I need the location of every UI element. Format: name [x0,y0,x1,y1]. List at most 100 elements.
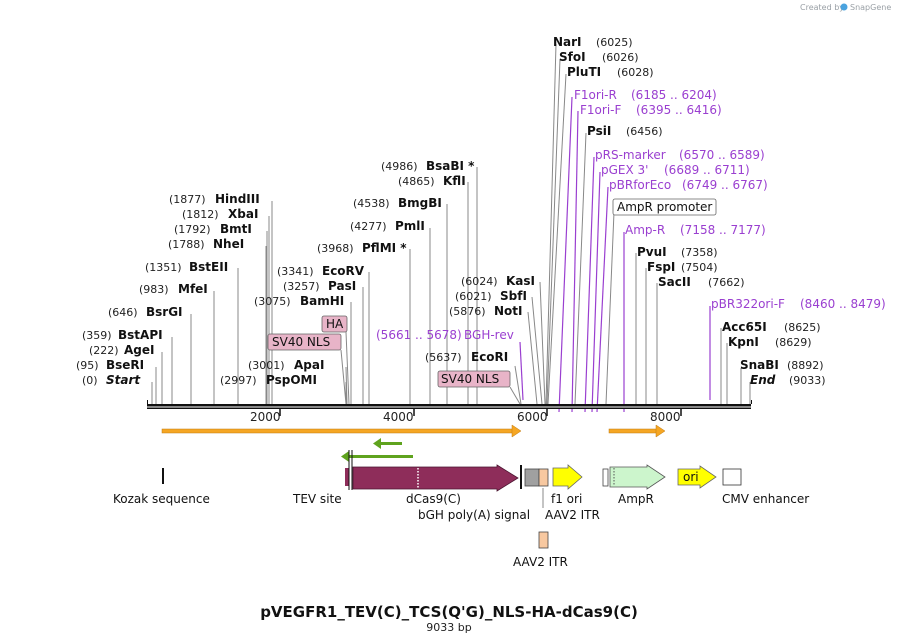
site-name: BsaBI * [426,159,475,173]
site-name: EcoRV [322,264,365,278]
aav2-itr-label-bottom: AAV2 ITR [513,555,568,569]
f1-ori-label: f1 ori [551,492,582,506]
primer-range: (6689 .. 6711) [664,163,750,177]
site-name: XbaI [228,207,258,221]
site-pos: (1792) [174,223,211,236]
ruler-tick-8000: 8000 [650,410,681,424]
site-pos: (3968) [317,242,354,255]
f1-ori-arrow [552,464,583,490]
site-pos: (1351) [145,261,182,274]
site-pos: (8629) [775,336,812,349]
aav2-itr-label-top: AAV2 ITR [545,508,600,522]
tev-site-label: TEV site [292,492,342,506]
cmv-enhancer-label: CMV enhancer [722,492,809,506]
site-pos: (6456) [626,125,663,138]
site-name: KasI [506,274,535,288]
restriction-site-labels: (0) Start (95) BseRI (222) AgeI (359) Bs… [76,35,826,387]
site-name: Acc65I [722,320,767,334]
bgh-label: bGH poly(A) signal [418,508,530,522]
primer-name: pBR322ori-F [711,297,785,311]
site-pos: (7358) [681,246,718,259]
site-name: BsrGI [146,305,183,319]
dcas9-arrow [352,464,519,492]
site-name: NheI [213,237,244,251]
site-name: HindIII [215,192,260,206]
site-pos: (3341) [277,265,314,278]
site-name: PsiI [587,124,611,138]
kozak-label: Kozak sequence [113,492,210,506]
site-name: BamHI [300,294,344,308]
site-name: NarI [553,35,582,49]
primer-range: (8460 .. 8479) [800,297,886,311]
site-name: ApaI [294,358,324,372]
bgh-box [524,468,540,487]
site-name: KpnI [728,335,759,349]
site-pos: (222) [89,344,119,357]
site-name: SacII [658,275,691,289]
primer-labels: (5661 .. 5678) BGH-rev F1ori-R (6185 .. … [376,88,886,342]
primer-name: Amp-R [625,223,665,237]
site-name: PluTI [567,65,601,79]
ampr-promoter-label: AmpR promoter [617,200,712,214]
site-name: AgeI [124,343,154,357]
primer-name: F1ori-R [574,88,617,102]
ruler-minor-ticks [147,400,752,404]
site-name: End [750,373,776,387]
site-pos: (6025) [596,36,633,49]
primer-range: (6395 .. 6416) [636,103,722,117]
kozak-mark [162,468,164,484]
primer-range: (6570 .. 6589) [679,148,765,162]
primer-name: pGEX 3' [601,163,648,177]
site-leaders [151,43,751,405]
site-pos: (95) [76,359,99,372]
site-pos: (6028) [617,66,654,79]
site-name: BmtI [220,222,252,236]
ruler-tick-6000: 6000 [517,410,548,424]
site-pos: (0) [82,374,98,387]
site-name: MfeI [178,282,208,296]
primer-range: (6749 .. 6767) [682,178,768,192]
primer-range: (6185 .. 6204) [631,88,717,102]
site-pos: (8892) [787,359,824,372]
site-name: KflI [443,174,466,188]
ampr-arrow [609,464,666,490]
dcas9-label: dCas9(C) [406,492,461,506]
feature-track: ori [162,450,742,549]
site-pos: (646) [108,306,138,319]
site-pos: (4865) [398,175,435,188]
tev-mark [345,468,349,486]
boxed-labels: HA SV40 NLS SV40 NLS AmpR promoter [267,198,717,405]
primer-name: pBRforEco [609,178,671,192]
primer-name: F1ori-F [580,103,621,117]
site-pos: (6024) [461,275,498,288]
site-pos: (5637) [425,351,462,364]
site-pos: (3075) [254,295,291,308]
site-pos: (5876) [449,305,486,318]
site-name: BstAPI [118,328,163,342]
site-name: PvuI [637,245,667,259]
site-pos: (1812) [182,208,219,221]
site-name: SnaBI [740,358,779,372]
sv40-nls-label-1: SV40 NLS [272,335,330,349]
ori-arrow [677,465,717,489]
site-name: SbfI [500,289,527,303]
sv40-nls-label-2: SV40 NLS [441,372,499,386]
site-pos: (6021) [455,290,492,303]
site-name: BstEII [189,260,228,274]
site-pos: (7504) [681,261,718,274]
map-title: pVEGFR1_TEV(C)_TCS(Q'G)_NLS-HA-dCas9(C) [260,603,638,621]
site-pos: (6026) [602,51,639,64]
aav2-itr-bottom-box [538,531,549,549]
site-pos: (9033) [789,374,826,387]
cmv-box [722,468,742,486]
site-name: SfoI [559,50,586,64]
site-pos: (983) [139,283,169,296]
primer-leaders [519,96,711,413]
aav2-itr-box [538,468,549,487]
ruler-tick-4000: 4000 [383,410,414,424]
site-pos: (1877) [169,193,206,206]
ampr-promoter-leader [605,211,615,405]
snapgene-logo-icon [840,3,848,11]
site-name: PflMI * [362,241,407,255]
site-name: PasI [328,279,356,293]
